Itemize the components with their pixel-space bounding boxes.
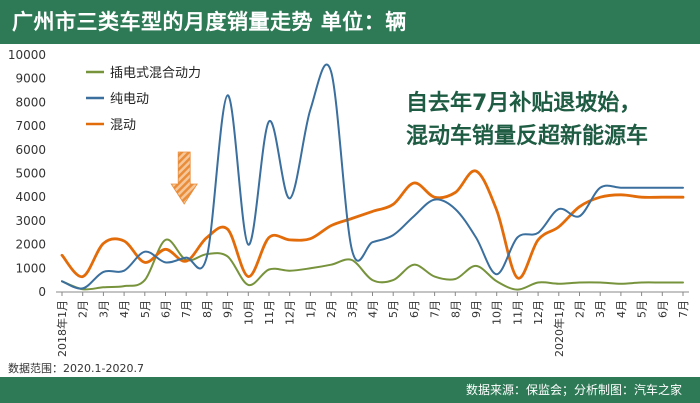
x-tick-label: 8月 [449, 300, 462, 318]
y-tick-label: 3000 [15, 214, 46, 228]
x-tick-label: 11月 [511, 300, 524, 325]
x-tick-label: 5月 [387, 300, 400, 318]
x-tick-label: 4月 [615, 300, 628, 318]
x-tick-label: 4月 [118, 300, 131, 318]
y-tick-label: 0 [38, 285, 46, 299]
x-tick-label: 6月 [160, 300, 173, 318]
y-tick-label: 8000 [15, 95, 46, 109]
x-tick-label: 9月 [222, 300, 235, 318]
x-tick-label: 8月 [201, 300, 214, 318]
x-tick-label: 2月 [325, 300, 338, 318]
x-tick-label: 12月 [284, 300, 297, 325]
y-tick-label: 9000 [15, 72, 46, 86]
series-line-1 [61, 63, 684, 290]
x-tick-label: 3月 [594, 300, 607, 318]
header-bar: 广州市三类车型的月度销量走势 单位：辆 [0, 0, 700, 44]
x-tick-label: 7月 [677, 300, 690, 318]
x-tick-label: 2月 [77, 300, 90, 318]
series-line-2 [60, 169, 685, 280]
y-tick-label: 2000 [15, 238, 46, 252]
legend-label: 纯电动 [110, 92, 149, 107]
x-tick-label: 10月 [491, 300, 504, 325]
y-tick-label: 10000 [8, 48, 46, 62]
x-tick-label: 11月 [263, 300, 276, 325]
annotation-arrow [170, 151, 198, 205]
chart-title: 广州市三类车型的月度销量走势 单位：辆 [12, 10, 407, 34]
y-tick-label: 1000 [15, 261, 46, 275]
x-tick-label: 6月 [408, 300, 421, 318]
data-range-note: 数据范围：2020.1-2020.7 [8, 362, 144, 375]
x-tick-label: 3月 [346, 300, 359, 318]
annotation-text: 自去年7月补贴退坡始， [406, 90, 641, 116]
x-tick-label: 6月 [656, 300, 669, 318]
x-tick-label: 4月 [367, 300, 380, 318]
y-tick-label: 6000 [15, 143, 46, 157]
y-tick-label: 5000 [15, 167, 46, 181]
x-tick-label: 5月 [636, 300, 649, 318]
annotation-text: 混动车销量反超新能源车 [406, 123, 648, 149]
x-tick-label: 9月 [470, 300, 483, 318]
x-tick-label: 2020年1月 [552, 300, 566, 357]
x-tick-label: 1月 [304, 300, 317, 318]
x-tick-label: 3月 [97, 300, 110, 318]
x-tick-label: 5月 [139, 300, 152, 318]
footer-bar: 数据来源：保监会；分析制图：汽车之家 [0, 377, 700, 403]
x-tick-label: 7月 [180, 300, 193, 318]
series-line-0 [61, 238, 684, 291]
legend-label: 插电式混合动力 [110, 66, 201, 81]
x-tick-label: 2018年1月 [55, 300, 69, 357]
data-source: 数据来源：保监会；分析制图：汽车之家 [465, 383, 682, 397]
x-tick-label: 7月 [429, 300, 442, 318]
x-tick-label: 2月 [574, 300, 587, 318]
x-tick-label: 12月 [532, 300, 545, 325]
x-tick-label: 10月 [242, 300, 255, 325]
y-tick-label: 4000 [15, 190, 46, 204]
legend-label: 混动 [110, 118, 136, 133]
y-tick-label: 7000 [15, 119, 46, 133]
